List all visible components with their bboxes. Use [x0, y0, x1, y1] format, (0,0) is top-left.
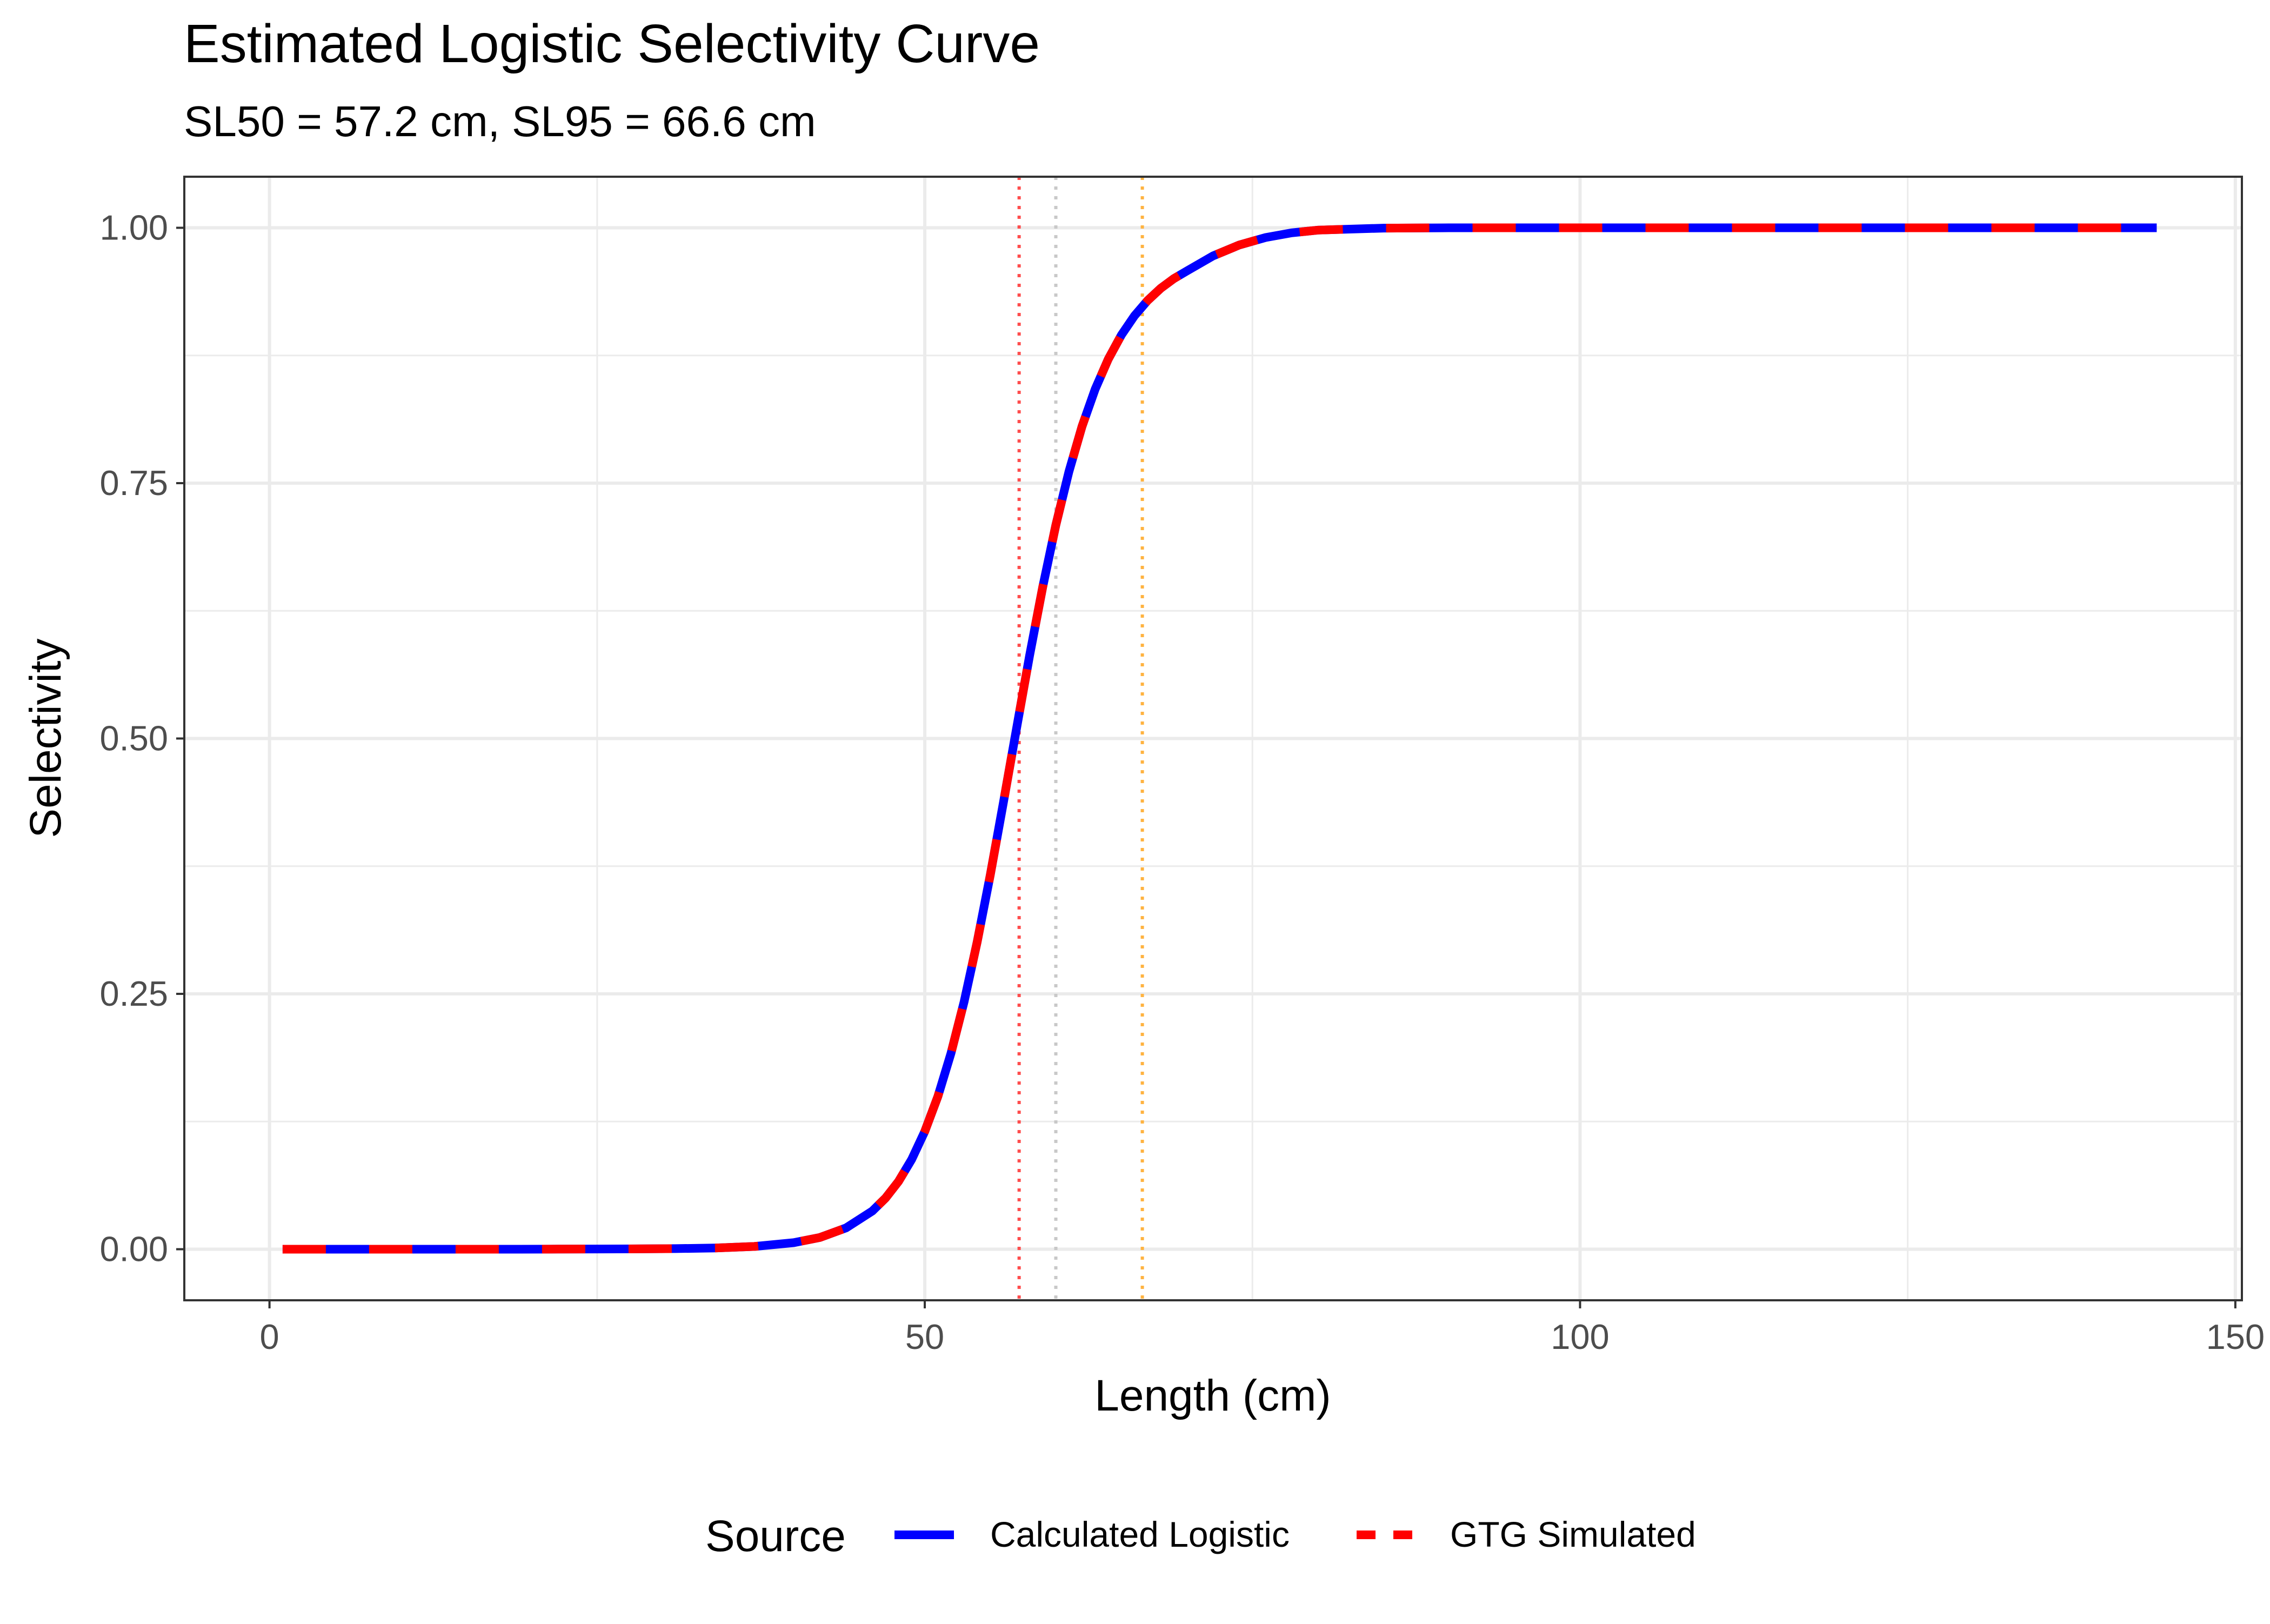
data-point	[1711, 228, 1712, 229]
chart-subtitle: SL50 = 57.2 cm, SL95 = 66.6 cm	[184, 97, 816, 145]
data-point	[911, 1159, 912, 1160]
data-point	[819, 1237, 820, 1238]
data-point	[872, 1211, 873, 1212]
data-point	[1317, 230, 1318, 231]
data-point	[990, 874, 991, 876]
data-point	[1213, 255, 1214, 256]
data-point	[1173, 278, 1174, 279]
reference-lines	[1017, 177, 1144, 1300]
x-tick-label: 100	[1551, 1317, 1609, 1356]
data-point	[675, 1248, 676, 1249]
y-tick-label: 1.00	[99, 208, 168, 248]
data-point	[360, 1249, 362, 1250]
data-point	[1042, 586, 1043, 587]
data-point	[898, 1181, 899, 1182]
data-point	[715, 1247, 716, 1248]
y-tick-label: 0.75	[99, 463, 168, 503]
y-axis-title: Selectivity	[21, 638, 70, 838]
data-point	[1081, 426, 1083, 427]
data-point	[1239, 244, 1240, 245]
data-point	[885, 1198, 886, 1199]
data-point	[518, 1249, 519, 1250]
data-point	[964, 1001, 965, 1003]
x-tick-label: 50	[905, 1317, 944, 1356]
legend: Source Calculated Logistic GTG Simulated	[705, 1512, 1696, 1561]
y-tick-label: 0.00	[99, 1229, 168, 1269]
data-point	[924, 1131, 925, 1132]
data-point	[1121, 335, 1122, 336]
data-point	[479, 1249, 480, 1250]
chart-title: Estimated Logistic Selectivity Curve	[184, 14, 1040, 74]
data-point	[951, 1053, 952, 1054]
data-point	[1383, 228, 1384, 229]
data-point	[1094, 389, 1096, 390]
data-point	[439, 1249, 440, 1250]
legend-label-gtg-simulated: GTG Simulated	[1450, 1514, 1696, 1554]
axis-layer: 0 50 100 150 0.00 0.25 0.50 0.75 1.00	[99, 208, 2265, 1357]
data-point	[282, 1249, 283, 1250]
data-point	[793, 1242, 794, 1243]
data-point	[1147, 300, 1148, 301]
data-point	[1108, 359, 1109, 360]
data-point	[1003, 802, 1004, 803]
grid-layer	[184, 177, 2242, 1300]
data-point	[1016, 728, 1017, 729]
data-point	[597, 1248, 598, 1249]
data-point	[977, 941, 978, 943]
data-point	[1134, 315, 1135, 316]
data-point	[937, 1096, 938, 1097]
data-point	[1029, 655, 1030, 656]
x-tick-label: 0	[260, 1317, 279, 1356]
data-point	[1160, 288, 1161, 289]
x-axis-title: Length (cm)	[1094, 1371, 1331, 1420]
data-point	[1056, 525, 1057, 526]
data-point	[1291, 232, 1292, 233]
data-point	[322, 1249, 323, 1250]
data-point	[1448, 228, 1450, 229]
data-point	[400, 1249, 401, 1250]
data-point	[1265, 237, 1266, 238]
y-tick-label: 0.50	[99, 719, 168, 758]
series-layer	[282, 223, 2157, 1254]
data-point	[557, 1248, 558, 1249]
x-tick-label: 150	[2206, 1317, 2265, 1356]
data-point	[1186, 270, 1187, 271]
data-point	[2156, 228, 2157, 229]
y-tick-label: 0.25	[99, 974, 168, 1013]
legend-title: Source	[705, 1512, 846, 1561]
series-line-gtg-simulated	[282, 223, 2157, 1254]
data-point	[846, 1227, 847, 1228]
legend-label-calculated-logistic: Calculated Logistic	[990, 1514, 1290, 1554]
data-point	[1973, 228, 1974, 229]
data-point	[754, 1246, 755, 1247]
data-point	[1514, 228, 1515, 229]
data-point	[1579, 228, 1580, 229]
data-point	[1841, 228, 1842, 229]
data-point	[636, 1248, 637, 1249]
data-point	[1069, 471, 1070, 472]
